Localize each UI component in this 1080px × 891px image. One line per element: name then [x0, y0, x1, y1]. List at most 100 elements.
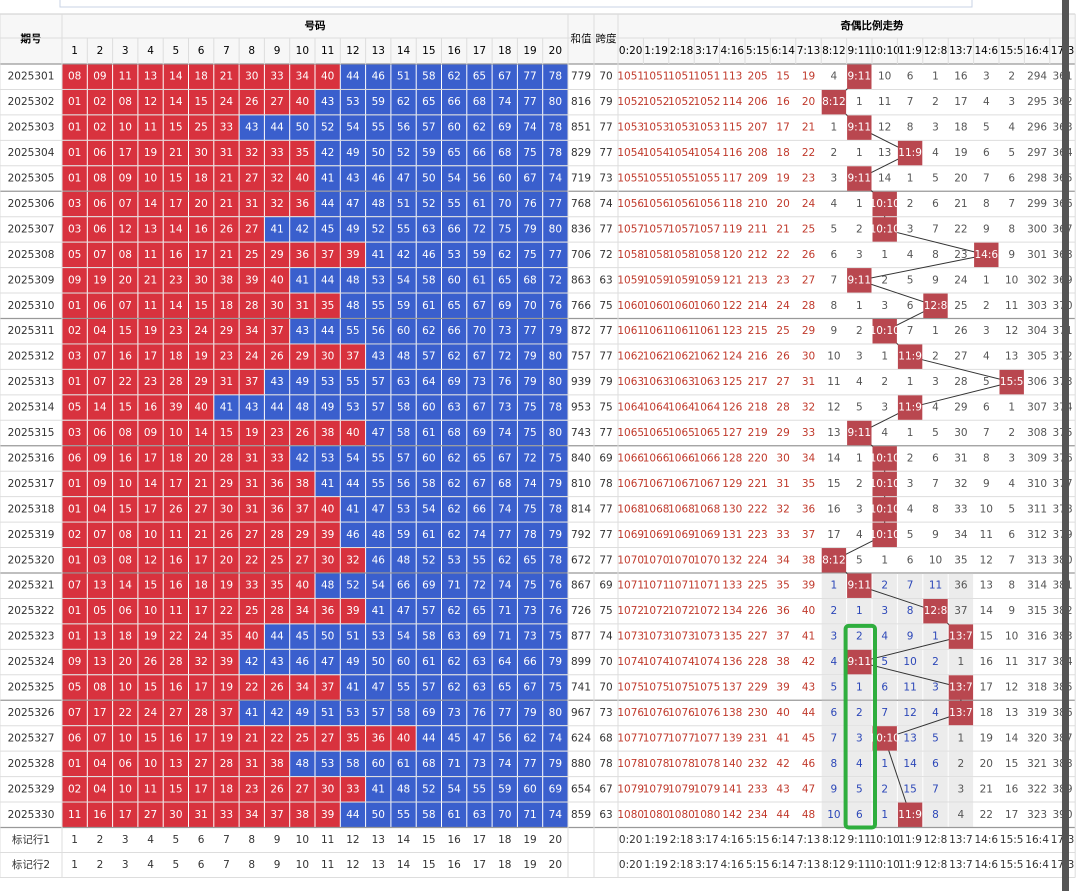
- trend-col-label: 5:15: [746, 45, 770, 57]
- number: 32: [346, 554, 359, 566]
- number: 03: [68, 223, 81, 235]
- number-cell: [163, 548, 188, 573]
- number: 35: [220, 631, 233, 643]
- number-cell: [189, 369, 214, 395]
- footer-number: 2: [97, 859, 104, 871]
- miss-cell: [847, 624, 872, 649]
- trend-value: 233: [748, 783, 768, 795]
- number: 34: [245, 809, 259, 821]
- trend-value: 43: [776, 783, 789, 795]
- number-cell: [239, 140, 264, 166]
- footer-trend: 8:12: [822, 859, 846, 871]
- trend-value: 1078: [617, 758, 644, 770]
- hit-cell: [948, 700, 974, 726]
- number: 79: [523, 223, 536, 235]
- number: 78: [549, 402, 562, 414]
- number: 09: [93, 71, 106, 83]
- number-cell: [517, 420, 543, 446]
- number-cell: [189, 217, 214, 242]
- number-cell: [315, 115, 340, 140]
- trend-value: 138: [722, 707, 742, 719]
- trend-hit: 8:12: [822, 554, 846, 566]
- trend-value: 1079: [668, 783, 695, 795]
- number-cell: [87, 446, 113, 471]
- trend-value: 1061: [668, 325, 695, 337]
- number-cell: [416, 420, 441, 446]
- number: 31: [245, 758, 258, 770]
- trend-value: 17: [776, 122, 789, 134]
- miss-cell: [897, 573, 923, 598]
- number: 58: [422, 71, 435, 83]
- number: 19: [220, 682, 233, 694]
- number-cell: [239, 624, 264, 649]
- number: 19: [245, 427, 258, 439]
- number-cell: [467, 420, 492, 446]
- number: 63: [397, 376, 410, 388]
- number-cell: [138, 446, 163, 471]
- number: 32: [245, 147, 258, 159]
- trend-value: 316: [1027, 631, 1047, 643]
- number: 30: [169, 809, 182, 821]
- number-cell: [163, 395, 188, 420]
- trend-value: 4: [907, 503, 914, 515]
- number: 79: [523, 351, 536, 363]
- number-cell: [264, 369, 290, 395]
- trend-value: 124: [722, 351, 742, 363]
- number-cell: [239, 497, 264, 522]
- number: 75: [498, 223, 511, 235]
- number: 58: [346, 758, 359, 770]
- number: 66: [397, 580, 411, 592]
- period: 2025327: [8, 732, 55, 744]
- trend-value: 3: [907, 223, 914, 235]
- number-cell: [442, 344, 467, 369]
- number-cell: [391, 497, 416, 522]
- period: 2025325: [8, 682, 55, 694]
- number: 62: [498, 554, 511, 566]
- number: 05: [68, 682, 81, 694]
- number-cell: [138, 344, 163, 369]
- number-cell: [290, 726, 315, 751]
- trend-value: 1057: [694, 223, 721, 235]
- footer-trend: 13:7: [949, 859, 973, 871]
- trend-value: 17: [827, 529, 840, 541]
- trend-value: 40: [802, 605, 815, 617]
- trend-hit: 9:11: [848, 71, 872, 83]
- trend-value: 19: [802, 71, 815, 83]
- hit-cell: [872, 191, 897, 217]
- trend-value: 2: [881, 376, 888, 388]
- number: 78: [549, 554, 562, 566]
- trend-value: 9: [831, 783, 838, 795]
- span: 75: [599, 605, 612, 617]
- number-cell: [87, 802, 113, 827]
- number: 22: [245, 682, 258, 694]
- number: 39: [321, 529, 334, 541]
- number: 27: [245, 173, 258, 185]
- number: 38: [270, 758, 283, 770]
- number-cell: [366, 140, 391, 166]
- trend-value: 31: [802, 376, 815, 388]
- number-cell: [391, 344, 416, 369]
- trend-value: 7: [1008, 554, 1015, 566]
- number-cell: [442, 242, 467, 268]
- number: 79: [549, 478, 562, 490]
- number-cell: [517, 726, 543, 751]
- number: 47: [321, 656, 334, 668]
- number-cell: [492, 166, 517, 191]
- trend-value: 1072: [643, 605, 670, 617]
- number-cell: [138, 369, 163, 395]
- number-cell: [340, 675, 366, 700]
- number: 33: [245, 580, 258, 592]
- header-bg: [0, 14, 1076, 64]
- number-cell: [214, 89, 239, 115]
- number-cell: [543, 217, 568, 242]
- number-cell: [113, 191, 138, 217]
- number-cell: [366, 268, 391, 293]
- number: 53: [372, 631, 385, 643]
- trend-value: 8: [932, 503, 939, 515]
- number-cell: [163, 497, 188, 522]
- trend-value: 1069: [617, 529, 644, 541]
- trend-value: 21: [802, 122, 815, 134]
- number: 55: [397, 223, 410, 235]
- number-cell: [264, 115, 290, 140]
- number: 62: [498, 249, 511, 261]
